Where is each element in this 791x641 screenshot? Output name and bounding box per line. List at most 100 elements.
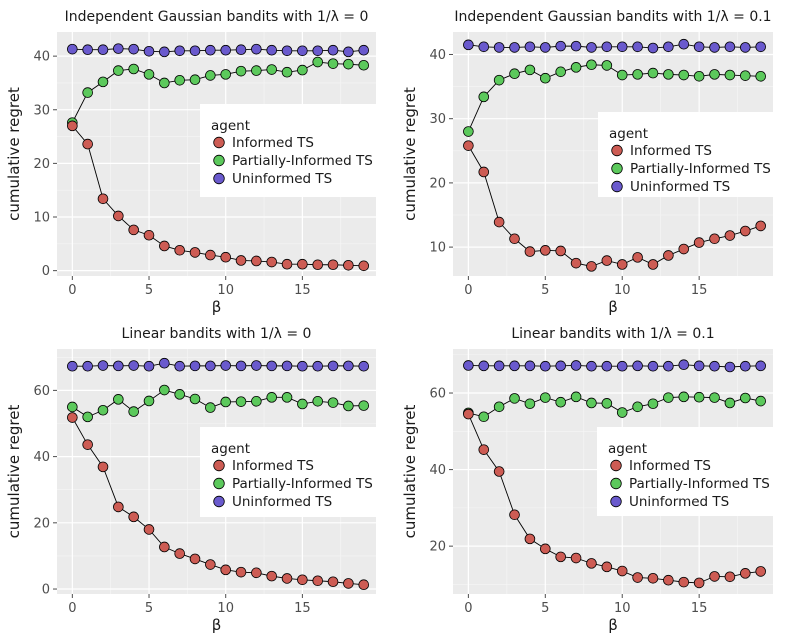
data-point bbox=[601, 60, 613, 71]
data-point bbox=[632, 252, 643, 263]
legend-label: Partially-Informed TS bbox=[232, 153, 373, 169]
legend-key bbox=[213, 136, 225, 149]
data-point bbox=[616, 407, 628, 418]
data-point bbox=[97, 360, 109, 371]
y-tick-label: 10 bbox=[429, 241, 446, 256]
x-tick-label: 15 bbox=[691, 283, 708, 298]
x-tick-label: 15 bbox=[691, 601, 708, 616]
data-point bbox=[312, 360, 324, 372]
x-tick-label: 10 bbox=[217, 601, 234, 616]
x-tick-label: 0 bbox=[464, 601, 472, 616]
data-point bbox=[358, 360, 370, 372]
data-point bbox=[509, 233, 520, 245]
data-point bbox=[235, 255, 247, 266]
y-axis-label: cumulative regret bbox=[5, 405, 23, 539]
x-tick-label: 10 bbox=[614, 601, 631, 616]
data-point bbox=[327, 44, 339, 56]
data-point bbox=[358, 400, 370, 411]
data-point bbox=[235, 566, 247, 578]
x-axis-label: β bbox=[212, 616, 222, 634]
y-tick-label: 60 bbox=[429, 387, 446, 402]
data-point bbox=[663, 69, 674, 80]
data-point bbox=[251, 360, 262, 371]
data-point bbox=[82, 87, 93, 98]
data-point bbox=[174, 244, 185, 256]
legend-background bbox=[597, 427, 774, 516]
data-point bbox=[343, 259, 354, 271]
data-point bbox=[312, 259, 324, 271]
legend-label: Uninformed TS bbox=[232, 494, 332, 510]
data-point bbox=[327, 397, 339, 408]
data-point bbox=[82, 439, 93, 450]
data-point bbox=[159, 541, 170, 553]
data-point bbox=[755, 566, 766, 577]
data-point bbox=[647, 259, 659, 270]
legend-key bbox=[213, 154, 225, 167]
legend-label: Informed TS bbox=[629, 458, 711, 474]
data-point bbox=[524, 41, 536, 53]
legend-key bbox=[611, 144, 623, 157]
data-point bbox=[220, 69, 232, 80]
data-point bbox=[601, 41, 613, 53]
data-point bbox=[327, 576, 339, 588]
data-point bbox=[159, 384, 170, 396]
data-point bbox=[678, 69, 690, 81]
data-point bbox=[493, 360, 505, 372]
y-tick-label: 0 bbox=[42, 264, 50, 279]
legend-label: Informed TS bbox=[232, 458, 314, 474]
data-point bbox=[67, 120, 78, 132]
data-point bbox=[67, 412, 78, 423]
data-point bbox=[251, 65, 262, 76]
legend-background bbox=[200, 427, 376, 517]
data-point bbox=[266, 570, 278, 582]
data-point bbox=[189, 393, 201, 405]
data-point bbox=[266, 392, 278, 403]
data-point bbox=[478, 411, 490, 423]
data-point bbox=[220, 44, 232, 56]
data-point bbox=[755, 41, 766, 53]
data-point bbox=[524, 246, 536, 257]
data-point bbox=[586, 360, 597, 372]
y-tick-label: 20 bbox=[429, 540, 446, 555]
y-tick-label: 0 bbox=[42, 583, 50, 598]
data-point bbox=[266, 256, 278, 268]
data-point bbox=[724, 41, 736, 53]
data-point bbox=[540, 245, 551, 256]
data-point bbox=[220, 564, 232, 576]
data-point bbox=[724, 361, 736, 373]
data-point bbox=[478, 360, 490, 372]
data-point bbox=[678, 391, 690, 403]
data-point bbox=[205, 44, 216, 56]
data-point bbox=[555, 551, 566, 563]
data-point bbox=[601, 255, 613, 266]
data-point bbox=[509, 360, 520, 372]
data-point bbox=[570, 257, 582, 269]
data-point bbox=[540, 392, 551, 403]
y-tick-label: 40 bbox=[429, 48, 446, 63]
data-point bbox=[647, 360, 659, 372]
data-point bbox=[143, 69, 155, 80]
data-point bbox=[128, 406, 139, 417]
data-point bbox=[251, 255, 262, 267]
data-point bbox=[174, 360, 185, 372]
data-point bbox=[493, 74, 505, 86]
data-point bbox=[740, 360, 751, 372]
x-tick-label: 0 bbox=[464, 283, 472, 298]
legend-title: agent bbox=[609, 126, 648, 142]
data-point bbox=[297, 360, 308, 372]
data-point bbox=[97, 404, 109, 416]
data-point bbox=[143, 524, 155, 535]
data-point bbox=[755, 71, 766, 82]
data-point bbox=[297, 45, 308, 57]
data-point bbox=[678, 38, 690, 50]
data-point bbox=[586, 59, 597, 71]
legend-label: Partially-Informed TS bbox=[630, 161, 771, 177]
data-point bbox=[312, 45, 324, 57]
data-point bbox=[281, 258, 293, 270]
data-point bbox=[97, 44, 109, 55]
legend-key bbox=[611, 180, 623, 193]
data-point bbox=[235, 65, 247, 77]
data-point bbox=[159, 46, 170, 58]
